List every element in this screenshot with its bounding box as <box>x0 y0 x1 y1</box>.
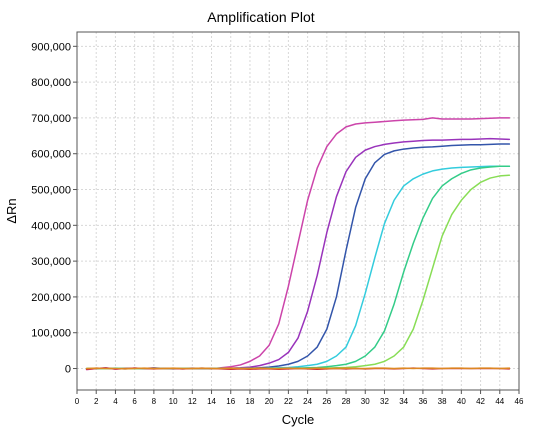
plot-frame <box>76 31 520 391</box>
x-tick-label: 10 <box>169 397 178 406</box>
x-tick-label: 4 <box>113 397 118 406</box>
y-tick-label: 600,000 <box>31 149 71 161</box>
y-axis-label: ΔRn <box>4 198 19 223</box>
x-tick-label: 2 <box>94 397 99 406</box>
x-tick-label: 30 <box>361 397 370 406</box>
y-tick-label: 700,000 <box>31 113 71 125</box>
chart-title: Amplification Plot <box>207 9 314 25</box>
x-tick-label: 26 <box>322 397 331 406</box>
x-tick-label: 0 <box>75 397 80 406</box>
x-tick-label: 34 <box>399 397 408 406</box>
x-tick-label: 42 <box>476 397 485 406</box>
x-tick-label: 6 <box>132 397 137 406</box>
x-axis-label: Cycle <box>282 412 315 427</box>
grid-layer <box>76 32 520 390</box>
y-tick-label: 0 <box>65 364 71 376</box>
y-tick-label: 400,000 <box>31 220 71 232</box>
y-tick-label: 200,000 <box>31 292 71 304</box>
x-tick-label: 44 <box>495 397 504 406</box>
x-tick-label: 24 <box>303 397 312 406</box>
y-axis-ticks: 0 100,000 200,000 300,000 400,000 500,000 600,… <box>31 41 77 376</box>
x-tick-label: 22 <box>284 397 293 406</box>
x-tick-label: 32 <box>380 397 389 406</box>
y-tick-label: 900,000 <box>31 41 71 53</box>
x-tick-label: 38 <box>438 397 447 406</box>
x-tick-label: 28 <box>342 397 351 406</box>
y-tick-label: 100,000 <box>31 328 71 340</box>
series-line-8 <box>85 367 511 370</box>
x-axis-ticks: 0 2 4 6 8 10 12 14 16 18 20 22 24 26 28 30 32 34 36 38 40 42 4… <box>75 390 524 406</box>
x-tick-label: 40 <box>457 397 466 406</box>
x-tick-label: 36 <box>418 397 427 406</box>
x-tick-label: 46 <box>515 397 524 406</box>
series-layer <box>85 117 511 371</box>
y-tick-label: 300,000 <box>31 256 71 268</box>
x-tick-label: 18 <box>246 397 255 406</box>
x-tick-label: 12 <box>188 397 197 406</box>
x-tick-label: 20 <box>265 397 274 406</box>
x-tick-label: 16 <box>226 397 235 406</box>
x-tick-label: 14 <box>207 397 216 406</box>
y-tick-label: 800,000 <box>31 77 71 89</box>
y-tick-label: 500,000 <box>31 185 71 197</box>
x-tick-label: 8 <box>152 397 157 406</box>
